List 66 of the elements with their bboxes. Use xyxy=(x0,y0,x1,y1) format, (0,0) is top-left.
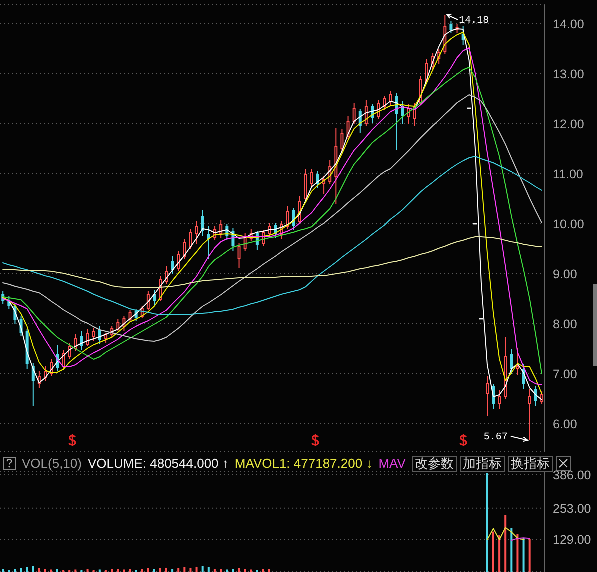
candlestick xyxy=(201,210,204,237)
chart-title: VOL(5,10) xyxy=(22,456,82,471)
bar xyxy=(238,568,240,572)
bar xyxy=(196,566,198,572)
candlestick xyxy=(516,348,520,376)
bar xyxy=(528,539,531,572)
bar xyxy=(262,569,264,572)
bar xyxy=(147,568,150,572)
bar xyxy=(190,568,192,572)
y-tick-label: 253.00 xyxy=(553,502,592,516)
bar xyxy=(44,569,46,572)
y-tick-label: 8.00 xyxy=(553,317,578,332)
line-series xyxy=(2,94,542,342)
y-tick-label: 9.00 xyxy=(553,267,578,282)
bar xyxy=(26,567,28,572)
bar xyxy=(220,569,222,572)
bar xyxy=(14,568,16,572)
text: MAVOL1: 477187.200 ↓ xyxy=(234,456,373,471)
text: 换指标 xyxy=(508,456,553,472)
text: MAV xyxy=(378,456,406,471)
candlestick xyxy=(486,376,490,417)
bar xyxy=(178,568,180,572)
bar xyxy=(498,536,501,572)
bar xyxy=(117,568,120,572)
text: VOLUME: 480544.000 ↑ xyxy=(88,456,229,471)
y-tick-label: 13.00 xyxy=(553,67,584,82)
bar xyxy=(244,569,246,572)
bar xyxy=(268,568,270,572)
y-tick-label: 12.00 xyxy=(553,117,584,132)
bar xyxy=(153,568,156,572)
bar xyxy=(486,474,488,572)
bar xyxy=(2,569,4,572)
y-tick-label: 6.00 xyxy=(553,417,578,432)
y-tick-label: 7.00 xyxy=(553,367,578,382)
bar xyxy=(184,567,186,572)
bar xyxy=(202,566,204,572)
bar xyxy=(208,567,210,572)
y-tick-label: 11.00 xyxy=(553,167,584,182)
bar xyxy=(172,568,174,572)
bar xyxy=(522,538,525,572)
y-tick-label: 129.00 xyxy=(553,533,592,548)
bar xyxy=(504,515,507,572)
candlestick xyxy=(528,388,532,441)
bar xyxy=(32,566,34,572)
annotation: 14.18 xyxy=(459,16,490,27)
bar xyxy=(111,569,113,572)
line-series xyxy=(486,527,524,540)
candlestick xyxy=(195,221,198,244)
bar xyxy=(516,534,519,572)
bar xyxy=(214,568,216,572)
bar xyxy=(141,569,144,572)
bar xyxy=(86,569,89,572)
bar xyxy=(20,568,22,572)
text: 加指标 xyxy=(460,456,505,472)
bar xyxy=(56,568,58,572)
bar xyxy=(232,569,234,572)
bar xyxy=(492,532,494,572)
y-tick-label: 10.00 xyxy=(553,217,584,232)
bar xyxy=(166,568,168,572)
annotation: 5.67 xyxy=(484,432,508,444)
bar xyxy=(129,569,132,572)
bar xyxy=(38,568,40,572)
bar xyxy=(159,568,162,572)
text: 改参数 xyxy=(412,456,457,472)
y-tick-label: 386.00 xyxy=(553,468,592,482)
y-tick-label: 14.00 xyxy=(553,17,584,32)
